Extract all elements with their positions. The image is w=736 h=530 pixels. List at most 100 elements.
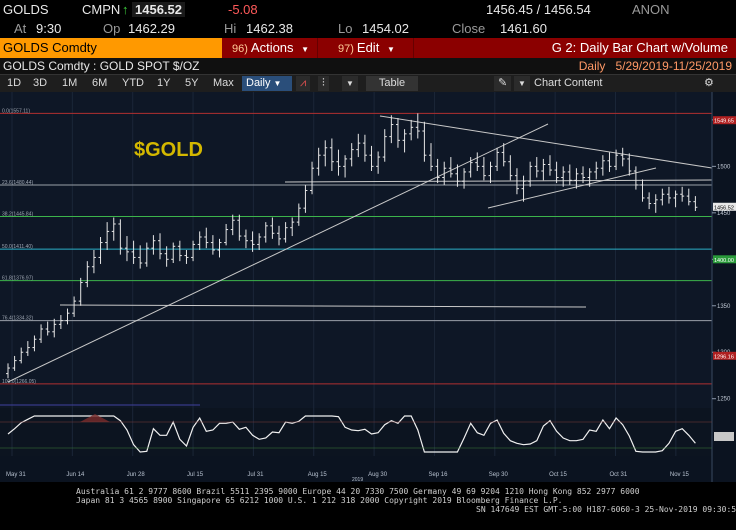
date-range-display[interactable]: Daily 5/29/2019-11/25/2019 — [579, 59, 732, 73]
x-tick-label: Oct 15 — [549, 472, 567, 478]
trend-line-channel — [487, 167, 657, 209]
net-change: -5.08 — [228, 2, 258, 17]
high-price: 1462.38 — [246, 21, 293, 36]
period-label: Daily — [578, 59, 606, 73]
level-label: 38.2(1445.84) — [2, 212, 33, 218]
x-tick-label: Jun 14 — [66, 472, 85, 478]
period-3d-button[interactable]: 3D — [33, 77, 48, 89]
level-label: 0.0(1557.11) — [2, 108, 30, 114]
price-panel — [0, 92, 712, 408]
price-tag-label: 1456.52 — [714, 205, 734, 211]
x-axis: May 31 Jun 14 Jun 28 Jul 15 Jul 31 Aug 15 Aug … — [6, 472, 690, 482]
period-ytd-button[interactable]: YTD — [122, 77, 144, 89]
edit-number: 97) — [338, 43, 354, 55]
chevron-down-icon[interactable]: ▼ — [514, 76, 530, 91]
gear-icon[interactable]: ⚙ — [704, 77, 714, 89]
open-price: 1462.29 — [128, 21, 175, 36]
security-field[interactable]: GOLDS Comdty — [0, 38, 222, 58]
x-tick-label: Aug 15 — [308, 472, 328, 478]
price-chart[interactable]: 0.0(1557.11) 23.6(1480.44) 38.2(1445.84) 50… — [0, 92, 736, 482]
actions-number: 96) — [232, 43, 248, 55]
footer-copyright: Japan 81 3 4565 8900 Singapore 65 6212 1… — [76, 496, 563, 505]
chevron-down-icon[interactable]: ▼ — [342, 76, 358, 91]
close-label: Close — [452, 21, 486, 36]
high-label: Hi — [224, 21, 237, 36]
price-tag — [713, 351, 736, 360]
price-tag — [713, 116, 736, 125]
x-tick-label: Jul 15 — [187, 472, 204, 478]
open-label: Op — [103, 21, 121, 36]
period-1y-button[interactable]: 1Y — [157, 77, 171, 89]
oscillator-line — [7, 415, 696, 453]
actions-label: Actions — [250, 40, 294, 55]
footer-contacts: Australia 61 2 9777 8600 Brazil 5511 239… — [76, 487, 640, 496]
x-sublabel: 2019 — [352, 477, 363, 482]
bid-ask: 1456.45 / 1456.54 — [486, 2, 591, 17]
price-tag-label: 1549.65 — [714, 119, 734, 125]
chart-content-button[interactable]: Chart Content — [534, 77, 603, 89]
up-arrow-icon: ↑ — [122, 2, 129, 17]
level-label: 50.0(1411.40) — [2, 244, 33, 250]
price-tag — [713, 202, 736, 211]
x-tick-label: Jul 31 — [247, 472, 264, 478]
menu-bar: GOLDS Comdty 96) Actions ▼ 97) Edit ▼ G 2:… — [0, 38, 736, 58]
price-source: CMPN — [82, 2, 121, 17]
low-price: 1454.02 — [362, 21, 409, 36]
x-tick-label: Sep 30 — [489, 472, 509, 478]
x-tick-label: May 31 — [6, 472, 26, 478]
price-bars — [6, 113, 698, 379]
trend-line-resistance — [379, 115, 713, 169]
period-1m-button[interactable]: 1M — [62, 77, 78, 89]
trend-line-neckline — [284, 179, 713, 183]
at-label: At — [14, 21, 27, 36]
price-tags: 1549.65 1456.52 1400.00 1296.16 — [713, 116, 736, 360]
period-1d-button[interactable]: 1D — [7, 77, 22, 89]
frequency-label: Daily — [246, 77, 271, 89]
chart-toolbar: 1D 3D 1M 6M YTD 1Y 5Y Max Daily ▼ ⩘ ⫶ ▼ … — [0, 75, 736, 92]
period-max-button[interactable]: Max — [213, 77, 234, 89]
period-5y-button[interactable]: 5Y — [185, 77, 199, 89]
x-tick-label: Sep 16 — [428, 472, 448, 478]
actions-menu-button[interactable]: 96) Actions ▼ — [228, 38, 318, 58]
footer-session: SN 147649 EST GMT-5:00 H187-6060-3 25-No… — [476, 505, 736, 514]
frequency-dropdown[interactable]: Daily ▼ — [242, 76, 292, 91]
date-range: 5/29/2019-11/25/2019 — [615, 59, 732, 73]
table-button[interactable]: Table — [366, 76, 418, 91]
bar-chart-icon[interactable]: ⫶ — [318, 76, 329, 91]
retracement-levels: 0.0(1557.11) 23.6(1480.44) 38.2(1445.84) 50… — [0, 108, 712, 385]
pencil-icon[interactable]: ✎ — [494, 76, 512, 91]
x-tick-label: Nov 15 — [670, 472, 690, 478]
low-label: Lo — [338, 21, 353, 36]
quote-row-secondary: At 9:30 Op 1462.29 Hi 1462.38 Lo 1454.02… — [0, 19, 736, 38]
quote-row-primary: GOLDS CMPN ↑ 1456.52 -5.08 1456.45 / 145… — [0, 0, 736, 19]
y-tick-label: 1500 — [717, 164, 731, 170]
close-price: 1461.60 — [500, 21, 547, 36]
edit-menu-button[interactable]: 97) Edit ▼ — [334, 38, 414, 58]
trend-line-horizontal — [59, 304, 587, 308]
x-tick-label: Aug 30 — [368, 472, 388, 478]
x-tick-label: Jun 28 — [127, 472, 146, 478]
chevron-down-icon: ▼ — [301, 45, 310, 54]
chevron-down-icon: ▼ — [273, 79, 282, 88]
grid-lines — [11, 92, 677, 456]
period-6m-button[interactable]: 6M — [92, 77, 108, 89]
indicator-panel — [0, 408, 712, 456]
price-tag — [713, 255, 736, 264]
y-tick-label: 1250 — [717, 397, 731, 403]
line-chart-icon[interactable]: ⩘ — [296, 76, 311, 91]
y-tick-label: 1350 — [717, 304, 731, 310]
oscillator-overbought-fill — [80, 414, 110, 422]
chevron-down-icon: ▼ — [386, 45, 395, 54]
graph-title: G 2: Daily Bar Chart w/Volume — [551, 40, 728, 55]
ticker[interactable]: GOLDS — [3, 2, 49, 17]
level-label: 61.8(1376.97) — [2, 276, 33, 282]
trend-line-support — [7, 123, 549, 383]
level-label: 23.6(1480.44) — [2, 180, 33, 186]
trend-lines — [7, 115, 713, 383]
edit-label: Edit — [356, 40, 380, 55]
y-tick-label: 1450 — [717, 211, 731, 217]
security-info-bar: GOLDS Comdty : GOLD SPOT $/OZ Daily 5/29… — [0, 58, 736, 75]
last-price: 1456.52 — [132, 2, 185, 17]
security-description: GOLDS Comdty : GOLD SPOT $/OZ — [3, 59, 200, 73]
level-label: 100.0(1266.05) — [2, 379, 36, 385]
